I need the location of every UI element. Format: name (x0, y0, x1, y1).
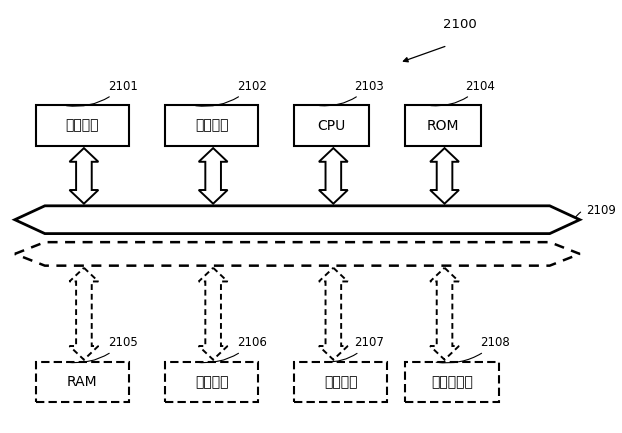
Text: 送受信装置: 送受信装置 (431, 375, 473, 389)
Polygon shape (70, 148, 98, 204)
Polygon shape (319, 268, 348, 360)
Bar (294, 362, 388, 402)
Text: RAM: RAM (67, 375, 98, 389)
Bar (406, 105, 481, 146)
Polygon shape (198, 148, 228, 204)
Text: 入力装置: 入力装置 (66, 119, 99, 132)
Text: 2105: 2105 (67, 336, 137, 363)
Text: 2109: 2109 (575, 204, 616, 218)
Text: 2104: 2104 (431, 80, 496, 106)
Bar (36, 105, 129, 146)
Bar (294, 105, 369, 146)
Polygon shape (430, 268, 459, 360)
Text: 記憶装置: 記憶装置 (195, 375, 228, 389)
Text: 出力装置: 出力装置 (195, 119, 228, 132)
Polygon shape (15, 242, 580, 266)
Text: 2103: 2103 (320, 80, 384, 106)
Text: 2100: 2100 (443, 18, 476, 31)
Bar (165, 105, 258, 146)
Text: 2102: 2102 (196, 80, 267, 106)
Text: 2108: 2108 (436, 336, 510, 363)
Polygon shape (15, 206, 580, 233)
Bar (36, 362, 129, 402)
Polygon shape (430, 148, 459, 204)
Polygon shape (319, 148, 348, 204)
Text: CPU: CPU (318, 119, 346, 132)
Polygon shape (198, 268, 228, 360)
Bar (165, 362, 258, 402)
Bar (406, 362, 499, 402)
Polygon shape (70, 268, 98, 360)
Text: ROM: ROM (427, 119, 459, 132)
Text: 読取装置: 読取装置 (324, 375, 358, 389)
Text: 2101: 2101 (67, 80, 138, 106)
Text: 2106: 2106 (196, 336, 267, 363)
Text: 2107: 2107 (325, 336, 384, 362)
